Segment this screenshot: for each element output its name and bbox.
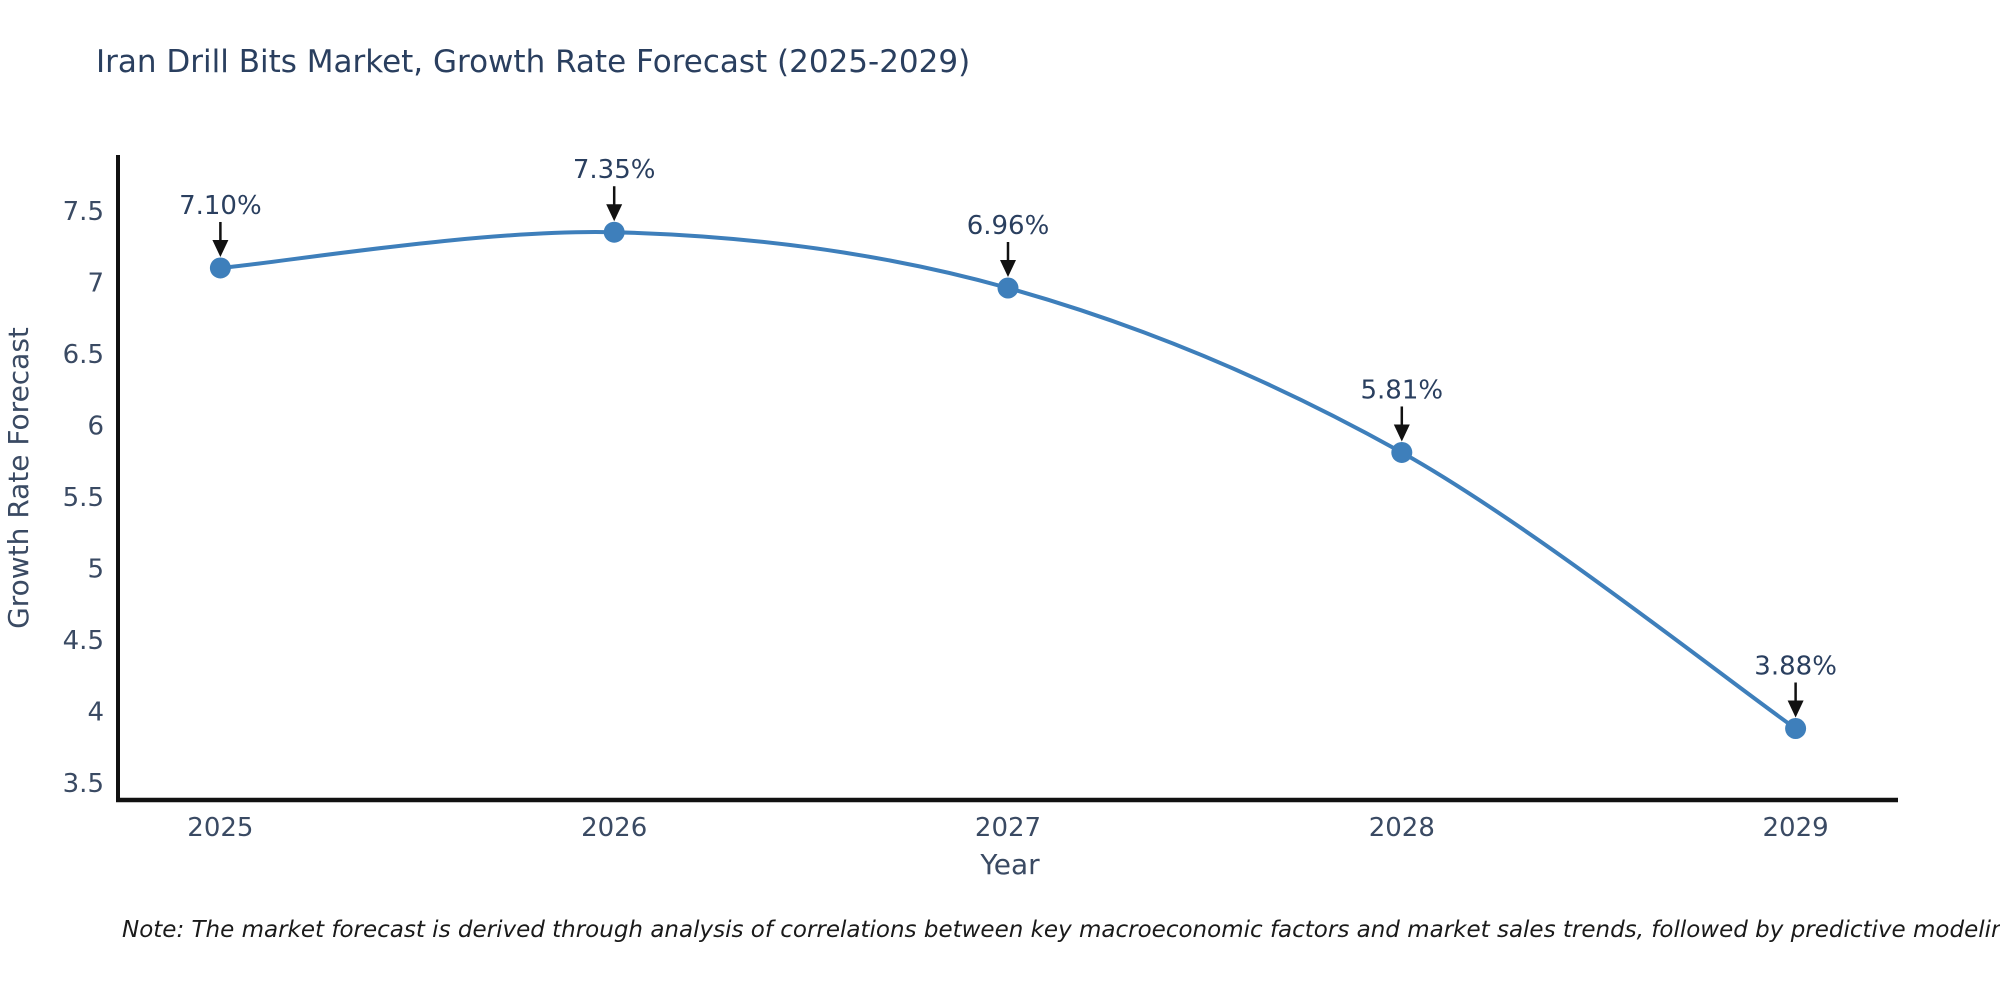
annotation-arrowhead-icon	[1000, 260, 1016, 278]
y-tick-label: 7	[87, 268, 104, 298]
annotation-arrowhead-icon	[1393, 424, 1410, 442]
y-tick-label: 5.5	[63, 483, 104, 513]
y-tick-label: 4	[87, 697, 104, 727]
trend-line	[218, 229, 1798, 731]
annotation-arrowhead-icon	[606, 204, 623, 222]
x-tick-label: 2026	[581, 813, 647, 843]
y-tick-label: 6	[87, 411, 104, 441]
y-tick-label: 6.5	[63, 340, 104, 370]
y-tick-label: 3.5	[63, 769, 104, 799]
data-point-marker	[1391, 441, 1413, 463]
data-point-label: 7.10%	[179, 191, 262, 221]
y-tick-label: 7.5	[63, 197, 104, 227]
footnote: Note: The market forecast is derived thr…	[122, 917, 2000, 943]
data-point-label: 6.96%	[967, 211, 1050, 241]
y-tick-label: 5	[87, 554, 104, 584]
data-point-label: 3.88%	[1754, 651, 1837, 681]
annotation-arrowhead-icon	[212, 239, 229, 257]
y-axis-title: Growth Rate Forecast	[2, 327, 35, 629]
data-point-marker	[603, 221, 625, 243]
x-tick-label: 2027	[975, 813, 1041, 843]
x-tick-label: 2028	[1369, 813, 1435, 843]
generated-chart-layer: 3.5 4 4.5 5 5.5 6 6.5 7 7.5 2025 2026 2027 2028 2029 7…	[63, 155, 1898, 843]
x-tick-label: 2025	[187, 813, 253, 843]
annotation-arrowhead-icon	[1787, 700, 1804, 718]
chart-title: Iran Drill Bits Market, Growth Rate Fore…	[96, 44, 971, 80]
x-tick-label: 2029	[1763, 813, 1829, 843]
data-point-marker	[1785, 717, 1807, 739]
data-point-label: 7.35%	[573, 155, 656, 185]
data-point-marker	[997, 277, 1019, 299]
data-point-label: 5.81%	[1361, 375, 1444, 405]
data-point-marker	[209, 257, 231, 279]
x-axis-title: Year	[979, 848, 1040, 881]
y-tick-label: 4.5	[63, 626, 104, 656]
